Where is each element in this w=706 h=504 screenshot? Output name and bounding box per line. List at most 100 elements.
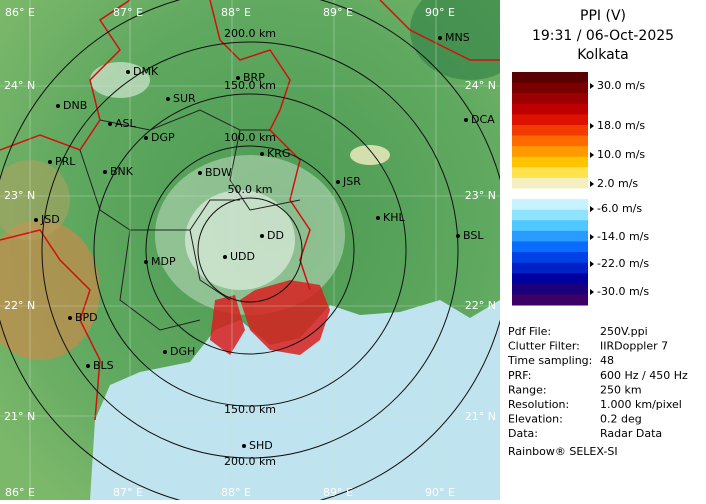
legend-band xyxy=(512,262,588,274)
city-dot xyxy=(438,36,442,40)
legend-band xyxy=(512,188,588,200)
city-dot xyxy=(144,260,148,264)
info-key: PRF: xyxy=(508,369,531,382)
echo xyxy=(90,62,150,98)
legend-band xyxy=(512,294,588,306)
legend-label: -14.0 m/s xyxy=(597,230,649,243)
city-dot xyxy=(198,171,202,175)
legend-band xyxy=(512,220,588,232)
longitude-label: 90° E xyxy=(425,486,455,499)
ring-label: 200.0 km xyxy=(224,27,276,40)
map-labels: 50.0 km 100.0 km 150.0 km 150.0 km 200.0 km 2… xyxy=(4,6,496,499)
city-dot xyxy=(48,160,52,164)
legend-band xyxy=(512,241,588,253)
legend-label: 2.0 m/s xyxy=(597,177,638,190)
longitude-label: 86° E xyxy=(5,6,35,19)
city-label: DGH xyxy=(170,345,195,358)
legend-label: 10.0 m/s xyxy=(597,148,645,161)
info-key: Pdf File: xyxy=(508,325,551,338)
city-label: SUR xyxy=(173,92,196,105)
city-dot xyxy=(144,136,148,140)
city-label: DGP xyxy=(151,131,175,144)
echo xyxy=(350,145,390,165)
longitude-label: 89° E xyxy=(323,486,353,499)
legend-band xyxy=(512,156,588,168)
longitude-label: 87° E xyxy=(113,6,143,19)
legend-marker xyxy=(590,181,594,187)
info-value: Radar Data xyxy=(600,427,662,440)
legend-marker xyxy=(590,261,594,267)
longitude-label: 86° E xyxy=(5,486,35,499)
legend-label: -6.0 m/s xyxy=(597,202,642,215)
city-dot xyxy=(34,218,38,222)
latitude-label: 22° N xyxy=(465,299,496,312)
city-dot xyxy=(223,255,227,259)
legend-band xyxy=(512,93,588,105)
terrain xyxy=(0,220,100,360)
city-label: KRG xyxy=(267,147,290,160)
legend-marker xyxy=(590,289,594,295)
range-ring xyxy=(145,145,355,355)
legend-marker xyxy=(590,123,594,129)
latitude-label: 21° N xyxy=(4,410,35,423)
city-label: BSL xyxy=(463,229,484,242)
legend-marker xyxy=(590,152,594,158)
info: Pdf File: 250V.ppi Clutter Filter: IIRDoppl… xyxy=(507,325,688,440)
legend-band xyxy=(512,209,588,221)
legend-band xyxy=(512,283,588,295)
legend-marker xyxy=(590,234,594,240)
city-label: PRL xyxy=(55,155,76,168)
city-dot xyxy=(103,170,107,174)
info-key: Clutter Filter: xyxy=(508,340,580,353)
terrain xyxy=(0,160,70,240)
legend: 30.0 m/s 18.0 m/s 10.0 m/s 2.0 m/s -6.0 m/s -… xyxy=(512,72,649,306)
ring-label: 150.0 km xyxy=(224,403,276,416)
city-label: JSD xyxy=(40,213,60,226)
city-dot xyxy=(456,234,460,238)
info-value: 48 xyxy=(600,354,614,367)
latitude-label: 23° N xyxy=(465,189,496,202)
legend-band xyxy=(512,135,588,147)
legend-band xyxy=(512,82,588,94)
city-label: DCA xyxy=(471,113,495,126)
city-dot xyxy=(108,122,112,126)
city-dot xyxy=(260,152,264,156)
latitude-label: 24° N xyxy=(4,79,35,92)
city-label: DMK xyxy=(133,65,159,78)
city-label: BLS xyxy=(93,359,114,372)
ring-label: 200.0 km xyxy=(224,455,276,468)
info-value: 250V.ppi xyxy=(600,325,648,338)
legend-band xyxy=(512,146,588,158)
ring-label: 100.0 km xyxy=(224,131,276,144)
range-ring xyxy=(41,41,459,459)
city-dot xyxy=(163,350,167,354)
city-dot xyxy=(336,180,340,184)
footer: Rainbow® SELEX-SI xyxy=(508,445,618,458)
districts xyxy=(79,109,301,331)
city-label: DNB xyxy=(63,99,87,112)
city-dot xyxy=(242,444,246,448)
city-dot xyxy=(376,216,380,220)
info-key: Time sampling: xyxy=(507,354,592,367)
city-dot xyxy=(86,364,90,368)
info-value: 250 km xyxy=(600,383,642,396)
legend-label: 30.0 m/s xyxy=(597,79,645,92)
clutter xyxy=(185,190,295,290)
station: Kolkata xyxy=(577,47,628,63)
city-label: JSR xyxy=(342,175,361,188)
info-value: 1.000 km/pixel xyxy=(600,398,682,411)
city-dot xyxy=(68,316,72,320)
legend-label: 18.0 m/s xyxy=(597,119,645,132)
city-label: ASL xyxy=(115,117,137,130)
latitude-label: 21° N xyxy=(465,410,496,423)
legend-band xyxy=(512,252,588,264)
legend-band xyxy=(512,230,588,242)
time: 19:31 / 06-Oct-2025 xyxy=(532,28,674,44)
legend-label: -30.0 m/s xyxy=(597,285,649,298)
info-key: Data: xyxy=(508,427,538,440)
longitude-label: 90° E xyxy=(425,6,455,19)
title: PPI (V) xyxy=(580,8,626,24)
city-label: UDD xyxy=(230,250,255,263)
